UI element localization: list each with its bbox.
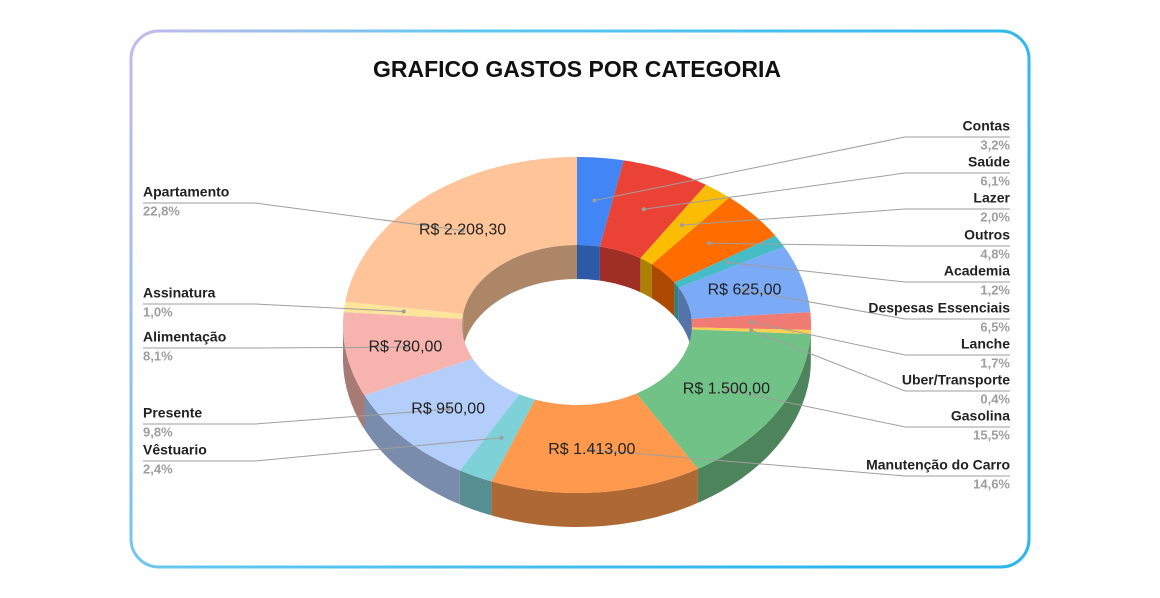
slice [599, 160, 706, 259]
leader-line [143, 437, 502, 462]
percent-label: 14,6% [973, 476, 1010, 491]
slice [343, 312, 473, 396]
percent-label: 1,7% [980, 355, 1010, 370]
leader-line [143, 408, 449, 425]
percent-label: 15,5% [973, 427, 1010, 442]
percent-label: 2,0% [980, 209, 1010, 224]
leader-dot [742, 288, 747, 293]
category-label: Lazer [973, 190, 1010, 206]
percent-label: 3,2% [980, 137, 1010, 152]
category-label: Academia [944, 263, 1010, 279]
category-label: Despesas Essenciais [868, 300, 1010, 316]
leader-dot [446, 407, 451, 412]
category-label: Uber/Transporte [902, 372, 1010, 388]
percent-label: 1,0% [143, 304, 173, 319]
leader-line [594, 136, 1010, 201]
slice [491, 393, 698, 493]
percent-label: 4,8% [980, 246, 1010, 261]
category-label: Outros [964, 227, 1010, 243]
category-label: Manutenção do Carro [866, 457, 1010, 473]
amount-label: R$ 1.500,00 [683, 381, 770, 398]
leader-dot [724, 387, 729, 392]
percent-label: 6,1% [980, 173, 1010, 188]
slice-outer-side [459, 470, 492, 516]
percent-label: 2,4% [143, 461, 173, 476]
leader-dot [592, 198, 597, 203]
amount-label: R$ 2.208,30 [419, 222, 506, 239]
amount-label: R$ 780,00 [368, 338, 442, 355]
leader-line [728, 262, 1010, 283]
category-label: Gasolina [951, 408, 1010, 424]
leader-dot [749, 328, 754, 333]
slice-outer-side [343, 325, 365, 430]
slice [651, 197, 776, 283]
percent-label: 9,8% [143, 424, 173, 439]
leader-line [744, 289, 1010, 320]
percent-label: 1,2% [980, 282, 1010, 297]
slice-inner-side [651, 264, 675, 317]
slice-outer-side [364, 395, 460, 505]
leader-line [726, 389, 1010, 428]
leader-dot [726, 260, 731, 265]
leader-line [643, 172, 1010, 210]
leader-line [681, 208, 1010, 226]
slice-inner-side [577, 245, 600, 281]
slice [577, 157, 624, 247]
category-label: Apartamento [143, 184, 229, 200]
leader-dot [707, 241, 712, 246]
slice-inner-side [640, 258, 652, 299]
percent-label: 8,1% [143, 348, 173, 363]
leader-dot [589, 447, 594, 452]
amount-label: R$ 950,00 [411, 401, 485, 418]
leader-line [143, 346, 406, 349]
slice [678, 246, 811, 319]
frame [129, 29, 1031, 569]
leader-dot [641, 207, 646, 212]
slice-inner-side [599, 246, 641, 293]
chart-title: GRAFICO GASTOS POR CATEGORIA [373, 56, 781, 82]
leader-line [591, 449, 1010, 477]
percent-label: 22,8% [143, 203, 180, 218]
labels: Contas 3,2% Saúde 6,1% Lazer 2,0% Outros 4,8% Ac… [143, 118, 1011, 491]
category-label: Alimentação [143, 329, 226, 345]
slice [636, 329, 811, 469]
slice [345, 157, 577, 314]
leader-line [143, 202, 463, 231]
slice-inner-side [463, 245, 577, 348]
walls [343, 245, 811, 527]
amount-label: R$ 625,00 [708, 282, 782, 299]
percent-label: 0,4% [980, 391, 1010, 406]
category-label: Assinatura [143, 285, 216, 301]
leader-dot [403, 345, 408, 350]
leader-dot [680, 223, 684, 228]
slice [364, 358, 520, 471]
category-label: Contas [963, 118, 1011, 134]
category-label: Lanche [961, 336, 1010, 352]
category-label: Presente [143, 405, 202, 421]
leader-line [709, 242, 1010, 247]
leader-dot [401, 309, 406, 314]
slice-inner-side [674, 282, 679, 322]
percent-label: 6,5% [980, 319, 1010, 334]
category-label: Saúde [968, 154, 1010, 170]
category-label: Vêstuario [143, 442, 207, 458]
leader-dot [749, 320, 754, 325]
slices [343, 157, 811, 493]
slice-inner-side [678, 287, 692, 353]
slice-outer-side [491, 468, 698, 527]
leader-line [751, 321, 1010, 356]
leader-line [143, 303, 404, 312]
leader-line [751, 329, 1010, 392]
leader-dot [460, 228, 465, 233]
amount-label: R$ 1.413,00 [548, 441, 635, 458]
leader-dot [499, 435, 504, 440]
